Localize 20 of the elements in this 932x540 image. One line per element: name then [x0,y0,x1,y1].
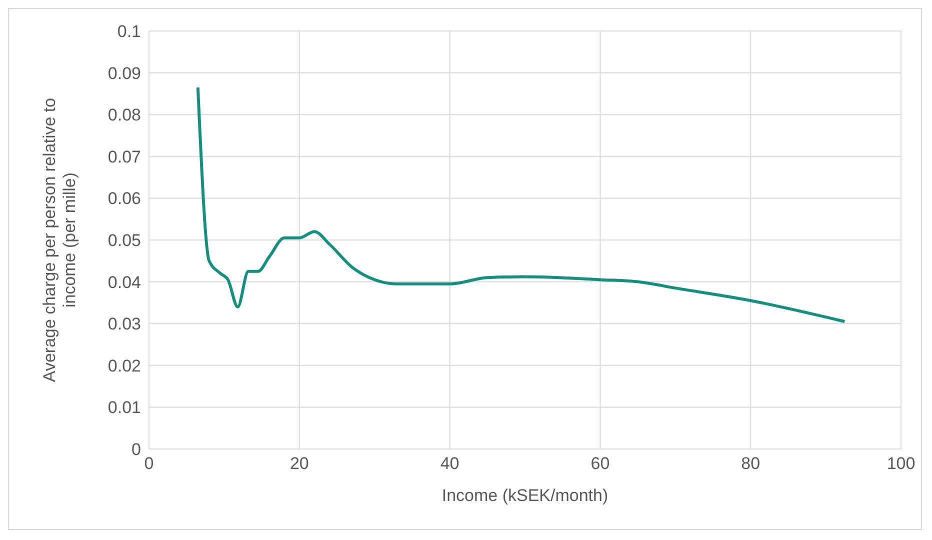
y-tick-label: 0.1 [117,22,141,42]
x-tick-label: 100 [886,454,916,474]
y-tick-label: 0 [132,440,141,460]
y-tick-label: 0.08 [108,106,141,125]
y-tick-label: 0.02 [108,356,141,376]
x-axis-title: Income (kSEK/month) [442,486,608,505]
x-tick-label: 80 [741,454,760,474]
y-tick-label: 0.05 [108,231,141,250]
x-tick-label: 40 [440,454,460,474]
y-tick-label: 0.07 [108,147,141,166]
y-axis-title: Average charge per person relative to income (per mille) [40,98,79,382]
y-tick-label: 0.09 [108,64,141,83]
y-tick-label: 0.03 [108,314,141,334]
x-tick-label: 0 [144,454,154,474]
x-tick-label: 60 [590,454,610,474]
y-tick-label: 0.06 [108,189,141,208]
y-tick-label: 0.04 [108,272,141,292]
y-tick-label: 0.01 [108,398,141,418]
x-tick-label: 20 [290,454,309,474]
line-series [196,86,846,324]
